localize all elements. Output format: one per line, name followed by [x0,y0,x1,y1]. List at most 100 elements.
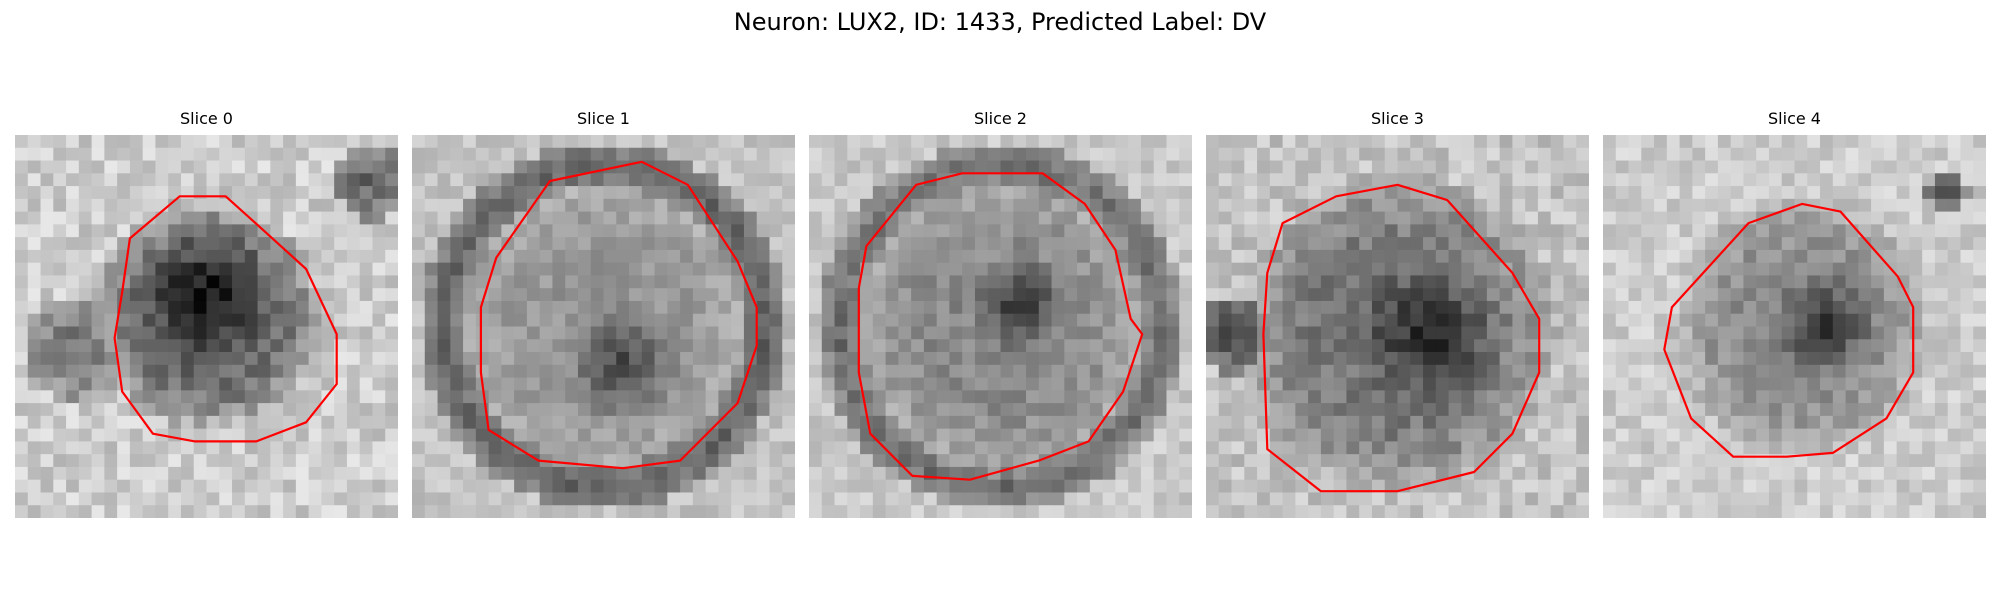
pixel [1615,237,1629,251]
pixel [424,313,438,327]
pixel [782,352,795,366]
pixel [424,454,438,468]
pixel [1512,454,1526,468]
pixel [1512,352,1526,366]
pixel [898,390,912,404]
pixel [1794,173,1808,187]
pixel [1563,186,1577,200]
pixel [1768,403,1783,417]
pixel [654,198,668,212]
pixel [1871,352,1885,366]
pixel [680,198,694,212]
pixel [1537,377,1552,391]
pixel [1282,275,1296,289]
pixel [40,428,54,442]
pixel [334,262,348,276]
pixel [1179,505,1192,518]
pixel [232,173,246,187]
pixel [1960,415,1974,430]
pixel [1013,160,1027,174]
pixel [1013,339,1027,353]
pixel [346,454,361,468]
pixel [769,364,783,378]
pixel [756,160,770,174]
pixel [1730,249,1744,264]
pixel [1692,390,1706,404]
pixel [129,492,144,506]
pixel [936,326,950,340]
pixel [129,415,144,430]
pixel [78,275,92,289]
pixel [53,313,67,327]
pixel [1166,147,1180,161]
pixel [1051,326,1065,340]
pixel [1743,237,1757,251]
pixel [1231,135,1245,149]
pixel [219,403,233,417]
pixel [232,339,246,353]
pixel [1679,479,1693,493]
pixel [40,173,54,187]
pixel [1435,249,1449,264]
pixel [257,237,271,251]
pixel [180,262,195,276]
pixel [1743,364,1757,378]
pixel [1692,160,1706,174]
pixel [1909,211,1923,225]
pixel [1768,466,1783,481]
pixel [450,352,464,366]
pixel [1295,466,1309,481]
pixel [526,288,541,302]
pixel [270,479,284,493]
pixel [1922,224,1936,238]
pixel [872,428,886,442]
pixel [847,390,861,404]
pixel [974,326,989,340]
pixel [15,326,29,340]
pixel [1845,415,1859,430]
pixel [1308,415,1322,430]
pixel [680,454,694,468]
pixel [1384,262,1398,276]
pixel [232,211,246,225]
pixel [1038,237,1052,251]
pixel [565,288,579,302]
pixel [1206,313,1220,327]
pixel [1909,479,1923,493]
pixel [359,313,373,327]
pixel [1820,415,1834,430]
pixel [590,288,604,302]
pixel [104,313,118,327]
pixel [1550,173,1564,187]
pixel [283,377,297,391]
pixel [962,377,976,391]
pixel [1550,288,1564,302]
pixel [1231,198,1245,212]
pixel [526,300,541,315]
pixel [66,377,80,391]
pixel [705,300,719,315]
pixel [731,466,745,481]
pixel [463,224,477,238]
pixel [385,390,398,404]
pixel [1947,339,1961,353]
pixel [334,441,348,455]
pixel [1244,415,1258,430]
pixel [66,479,80,493]
pixel [641,288,655,302]
pixel [283,479,297,493]
pixel [705,479,719,493]
pixel [1128,390,1142,404]
pixel [1410,466,1424,481]
pixel [104,300,118,315]
pixel [1371,441,1386,455]
pixel [346,262,361,276]
pixel [514,492,528,506]
slice-panel: Slice 4 [1603,108,1986,518]
pixel [1384,466,1398,481]
pixel [974,224,989,238]
pixel [1486,275,1501,289]
pixel [1102,186,1116,200]
pixel [308,454,322,468]
pixel [1206,403,1220,417]
